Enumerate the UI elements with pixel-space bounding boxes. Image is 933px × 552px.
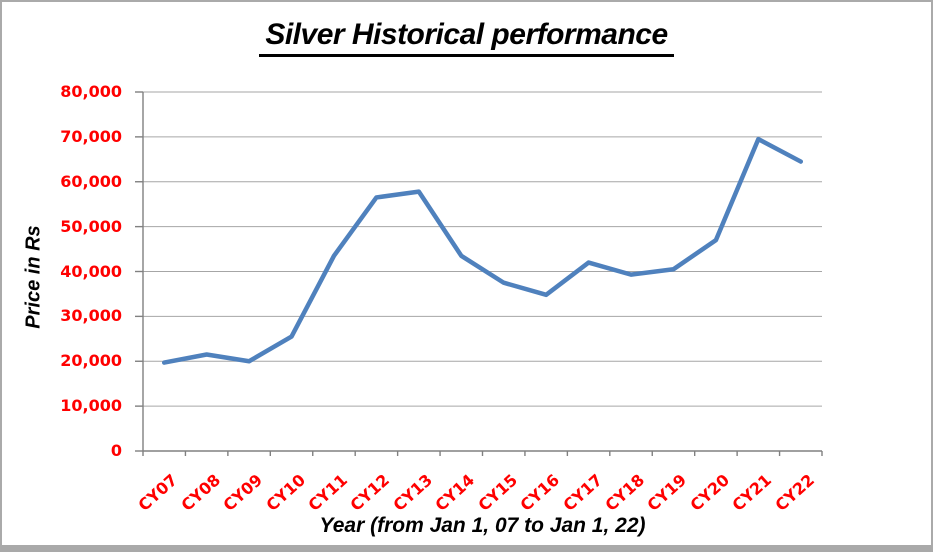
y-tick-label: 40,000 (60, 261, 122, 281)
y-tick-label: 60,000 (60, 171, 122, 191)
y-tick-label: 20,000 (60, 351, 122, 371)
y-tick-label: 50,000 (60, 216, 122, 236)
y-tick-label: 0 (110, 441, 122, 460)
silver-price-line (161, 136, 804, 365)
x-axis-title: Year (from Jan 1, 07 to Jan 1, 22) (319, 514, 646, 537)
y-tick-label: 10,000 (60, 396, 122, 416)
y-axis-title: Price in Rs (22, 225, 45, 329)
chart-title: Silver Historical performance (2, 18, 931, 57)
y-tick-label: 70,000 (60, 126, 122, 146)
chart-title-text: Silver Historical performance (259, 18, 674, 57)
y-tick-label: 30,000 (60, 306, 122, 326)
y-tick-label: 80,000 (60, 82, 122, 101)
